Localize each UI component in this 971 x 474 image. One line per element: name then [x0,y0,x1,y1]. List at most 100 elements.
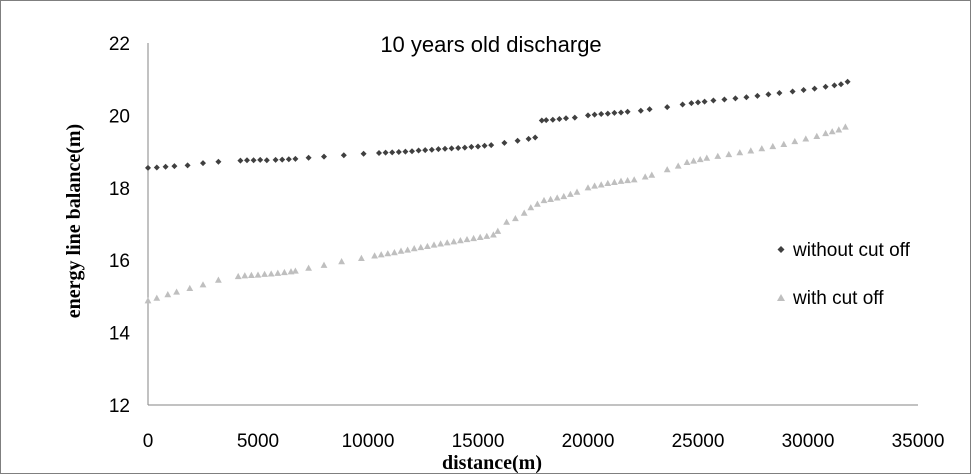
data-point-with-cut-off [604,179,612,187]
data-point-without-cut-off [395,148,402,155]
data-point-with-cut-off [483,232,491,239]
data-point-without-cut-off [844,78,851,85]
data-point-without-cut-off [501,139,508,146]
data-point-with-cut-off [384,250,392,257]
data-point-without-cut-off [637,107,644,114]
data-point-with-cut-off [450,238,458,245]
data-point-without-cut-off [237,157,244,164]
data-point-without-cut-off [376,150,382,157]
data-point-with-cut-off [534,200,541,207]
x-tick-label: 35000 [892,431,945,452]
data-point-with-cut-off [186,284,194,292]
data-point-without-cut-off [563,115,569,122]
data-point-without-cut-off [448,145,455,152]
data-point-with-cut-off [822,129,829,137]
data-point-with-cut-off [254,271,262,278]
x-axis-title: distance(m) [442,452,542,473]
data-point-without-cut-off [538,117,545,124]
data-point-with-cut-off [417,243,425,251]
data-point-without-cut-off [710,97,717,104]
data-point-with-cut-off [703,154,711,161]
data-point-with-cut-off [153,294,161,301]
data-point-with-cut-off [690,157,697,164]
x-tick-label: 20000 [562,431,615,452]
data-point-with-cut-off [410,245,418,252]
data-point-without-cut-off [532,134,539,141]
data-point-without-cut-off [162,163,169,170]
data-point-without-cut-off [402,148,409,155]
data-point-with-cut-off [641,173,649,180]
axes [147,43,918,406]
x-tick-label: 15000 [452,431,505,452]
data-point-without-cut-off [382,149,389,156]
data-point-with-cut-off [747,147,755,154]
y-axis-title: energy line balance(m) [63,124,85,318]
data-point-without-cut-off [765,91,772,98]
data-point-without-cut-off [721,96,728,103]
data-point-without-cut-off [455,144,462,151]
data-point-without-cut-off [422,147,429,154]
data-point-without-cut-off [604,110,611,117]
tick-labels: 0 5000 10000 15000 20000 25000 30000 35000 12 14 1… [109,34,945,452]
data-point-with-cut-off [527,204,535,211]
data-point-without-cut-off [435,146,442,153]
data-point-with-cut-off [371,252,378,259]
data-point-without-cut-off [679,101,686,108]
data-point-with-cut-off [404,246,411,253]
data-point-with-cut-off [567,190,574,197]
data-point-with-cut-off [780,140,788,147]
data-point-with-cut-off [624,176,631,184]
chart-title: 10 years old discharge [380,32,601,57]
data-point-with-cut-off [648,171,656,178]
data-point-with-cut-off [430,241,438,248]
data-point-without-cut-off [279,156,286,163]
data-point-without-cut-off [250,157,257,164]
data-point-with-cut-off [573,188,581,195]
data-point-without-cut-off [754,92,761,99]
data-point-without-cut-off [171,163,178,170]
data-point-with-cut-off [714,152,722,159]
data-point-with-cut-off [769,142,777,150]
data-point-without-cut-off [556,116,563,123]
data-point-with-cut-off [173,288,180,295]
data-point-with-cut-off [494,227,502,234]
data-point-with-cut-off [424,242,431,250]
data-point-with-cut-off [842,123,849,130]
data-point-without-cut-off [838,81,844,88]
y-tick-label: 20 [109,106,130,127]
data-point-without-cut-off [776,89,783,96]
data-point-with-cut-off [791,137,799,145]
data-point-without-cut-off [389,149,396,156]
data-point-with-cut-off [584,184,592,191]
data-point-with-cut-off [674,162,682,169]
data-point-with-cut-off [476,233,484,240]
data-point-with-cut-off [215,276,222,283]
data-point-without-cut-off [184,162,191,169]
data-point-without-cut-off [811,85,818,92]
data-point-with-cut-off [683,158,691,166]
data-point-without-cut-off [695,99,701,106]
data-point-with-cut-off [617,177,625,184]
data-point-with-cut-off [540,196,548,204]
data-point-without-cut-off [732,95,739,102]
data-point-with-cut-off [758,145,766,152]
y-tick-label: 22 [109,34,130,55]
legend-item-with-cut-off: with cut off [777,288,884,309]
data-point-with-cut-off [802,135,810,142]
data-point-without-cut-off [415,147,422,154]
data-point-with-cut-off [164,290,172,298]
data-point-with-cut-off [591,182,598,189]
data-point-with-cut-off [397,247,405,254]
legend-marker-triangle [777,294,785,301]
y-tick-label: 12 [109,396,130,417]
data-point-without-cut-off [543,117,550,124]
data-point-without-cut-off [305,154,312,161]
data-point-without-cut-off [664,104,671,111]
data-point-with-cut-off [520,209,528,216]
data-point-with-cut-off [725,150,733,158]
data-point-without-cut-off [145,164,151,171]
data-point-with-cut-off [835,126,843,133]
data-point-with-cut-off [470,234,477,242]
data-point-without-cut-off [200,160,206,167]
